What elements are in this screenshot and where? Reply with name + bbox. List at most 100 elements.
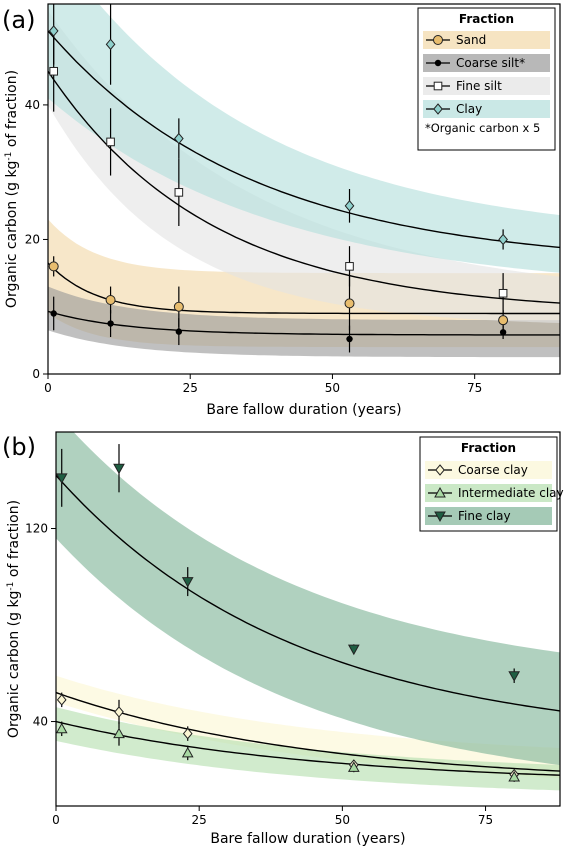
data-point: [48, 261, 59, 272]
x-tick-label: 75: [467, 381, 482, 395]
x-axis-label: Bare fallow duration (years): [210, 831, 405, 847]
x-tick-label: 0: [44, 381, 52, 395]
fit-line-3: [48, 30, 560, 249]
y-tick-label: 20: [25, 232, 40, 246]
confidence-band-1: [48, 286, 560, 358]
y-tick-label: 40: [25, 98, 40, 112]
y-axis-label-main: Organic carbon (g kg: [4, 161, 20, 309]
confidence-band-2: [48, 10, 560, 323]
data-point: [344, 200, 355, 212]
legend-marker: [434, 59, 442, 67]
data-point: [175, 328, 183, 335]
data-point: [508, 771, 521, 782]
legend-entry-label: Coarse clay: [458, 463, 528, 477]
legend-marker: [433, 103, 443, 115]
legend: Fraction Sand Coarse silt* Fine silt Clay *Or…: [417, 7, 556, 151]
legend-entry-label: Fine silt: [456, 79, 502, 93]
data-point: [498, 233, 508, 246]
fit-line-2: [56, 474, 560, 712]
legend-entry-label: Clay: [456, 102, 482, 116]
data-point: [174, 188, 184, 197]
data-point: [347, 644, 360, 656]
x-tick-label: 50: [325, 381, 340, 395]
plot-area: [56, 432, 560, 791]
x-axis-label: Bare fallow duration (years): [206, 402, 401, 418]
y-axis-label-tail: of fraction): [4, 70, 20, 152]
data-point: [107, 320, 114, 327]
legend-note: *Organic carbon x 5: [425, 121, 540, 135]
fit-line-0: [48, 262, 560, 315]
legend-band-swatch: [425, 507, 552, 525]
legend-band-swatch: [423, 54, 550, 72]
fit-line-0: [56, 691, 560, 772]
data-point: [56, 473, 68, 484]
axes-frame: [55, 431, 561, 807]
data-point: [48, 25, 59, 37]
data-point: [50, 310, 57, 317]
fit-line-1: [56, 720, 560, 776]
legend-band-swatch: [423, 77, 550, 95]
confidence-band-2: [56, 432, 560, 766]
axes-frame: [47, 3, 561, 375]
panel-label: (a): [2, 6, 35, 34]
data-point: [181, 746, 194, 758]
chart-panel-b: 0 25 50 75 40 120 Bare fallow duration (years)…: [2, 431, 564, 847]
fit-line-1: [48, 310, 560, 336]
plot-area: [48, 4, 560, 358]
confidence-band-0: [56, 675, 560, 779]
data-point: [56, 722, 68, 734]
y-tick-label: 120: [25, 522, 48, 536]
x-tick-label: 25: [192, 813, 207, 827]
data-point: [113, 463, 125, 475]
data-point: [173, 301, 184, 312]
data-point: [49, 66, 58, 76]
panel-label: (b): [2, 433, 36, 461]
legend-entry-label: Intermediate clay: [458, 486, 564, 500]
legend-marker: [433, 81, 443, 91]
legend-marker: [435, 464, 445, 476]
data-point: [114, 706, 124, 718]
legend-marker: [434, 486, 446, 498]
legend-marker: [434, 511, 446, 523]
legend-band-swatch: [425, 461, 552, 479]
data-point: [106, 137, 115, 147]
data-point: [498, 315, 509, 326]
data-point: [347, 761, 360, 772]
y-tick-label: 40: [33, 715, 48, 729]
legend-entry-label: Sand: [456, 33, 486, 47]
data-point: [56, 694, 67, 706]
data-point: [344, 298, 355, 309]
legend-band-swatch: [425, 484, 552, 502]
x-tick-label: 0: [52, 813, 60, 827]
data-point: [113, 727, 125, 739]
data-point: [346, 335, 353, 343]
data-point: [105, 295, 116, 305]
data-point: [508, 671, 521, 682]
y-axis-label-main: Organic carbon (g kg: [6, 591, 22, 739]
data-point: [173, 132, 184, 145]
legend-marker: [433, 35, 443, 45]
legend-entry-label: Fine clay: [458, 509, 511, 523]
legend-title: Fraction: [461, 441, 516, 455]
y-axis-label: Organic carbon (g kg-1 of fraction): [6, 500, 22, 738]
y-axis-label-sup: -1: [6, 582, 16, 591]
data-point: [499, 329, 507, 336]
y-axis-label-tail: of fraction): [6, 500, 22, 582]
legend-band-swatch: [423, 31, 550, 49]
data-point: [105, 38, 116, 51]
x-tick-label: 75: [478, 813, 493, 827]
data-point: [182, 727, 193, 740]
y-axis-label: Organic carbon (g kg-1 of fraction): [4, 70, 20, 308]
data-point: [181, 577, 194, 588]
y-axis-label-sup: -1: [4, 152, 14, 161]
legend-entry-label: Coarse silt*: [456, 56, 525, 70]
data-point: [498, 288, 508, 298]
legend-band-swatch: [423, 100, 550, 118]
chart-panel-a: 0 25 50 75 0 20 40 Bare fallow duration (years)…: [2, 3, 561, 418]
y-tick-label: 0: [32, 367, 40, 381]
x-tick-label: 50: [335, 813, 350, 827]
legend: Fraction Coarse clay Intermediate clay Fine…: [419, 436, 564, 532]
legend-title: Fraction: [459, 12, 514, 26]
data-point: [345, 262, 354, 271]
